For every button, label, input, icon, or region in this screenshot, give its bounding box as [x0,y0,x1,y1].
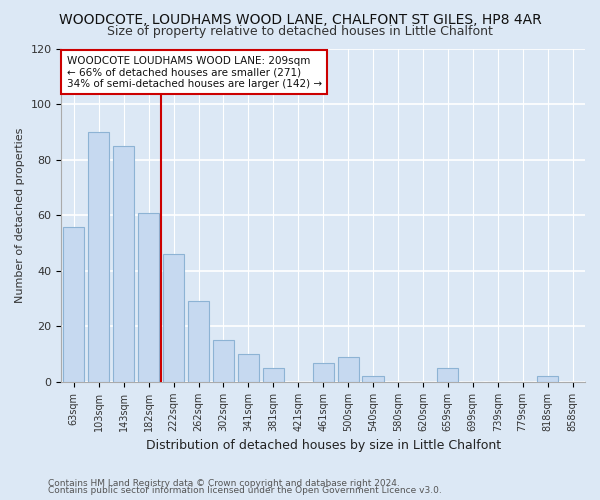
Bar [263,368,284,382]
Y-axis label: Number of detached properties: Number of detached properties [15,128,25,303]
Text: Size of property relative to detached houses in Little Chalfont: Size of property relative to detached ho… [107,25,493,38]
Bar [213,340,234,382]
Bar [163,254,184,382]
Bar [63,226,85,382]
Bar [88,132,109,382]
Text: Contains HM Land Registry data © Crown copyright and database right 2024.: Contains HM Land Registry data © Crown c… [48,478,400,488]
Bar [138,212,159,382]
Bar [113,146,134,382]
Bar [338,357,359,382]
Text: Contains public sector information licensed under the Open Government Licence v3: Contains public sector information licen… [48,486,442,495]
Bar [537,376,558,382]
Text: WOODCOTE, LOUDHAMS WOOD LANE, CHALFONT ST GILES, HP8 4AR: WOODCOTE, LOUDHAMS WOOD LANE, CHALFONT S… [59,12,541,26]
Bar [362,376,383,382]
X-axis label: Distribution of detached houses by size in Little Chalfont: Distribution of detached houses by size … [146,440,501,452]
Text: WOODCOTE LOUDHAMS WOOD LANE: 209sqm
← 66% of detached houses are smaller (271)
3: WOODCOTE LOUDHAMS WOOD LANE: 209sqm ← 66… [67,56,322,89]
Bar [437,368,458,382]
Bar [238,354,259,382]
Bar [313,362,334,382]
Bar [188,302,209,382]
